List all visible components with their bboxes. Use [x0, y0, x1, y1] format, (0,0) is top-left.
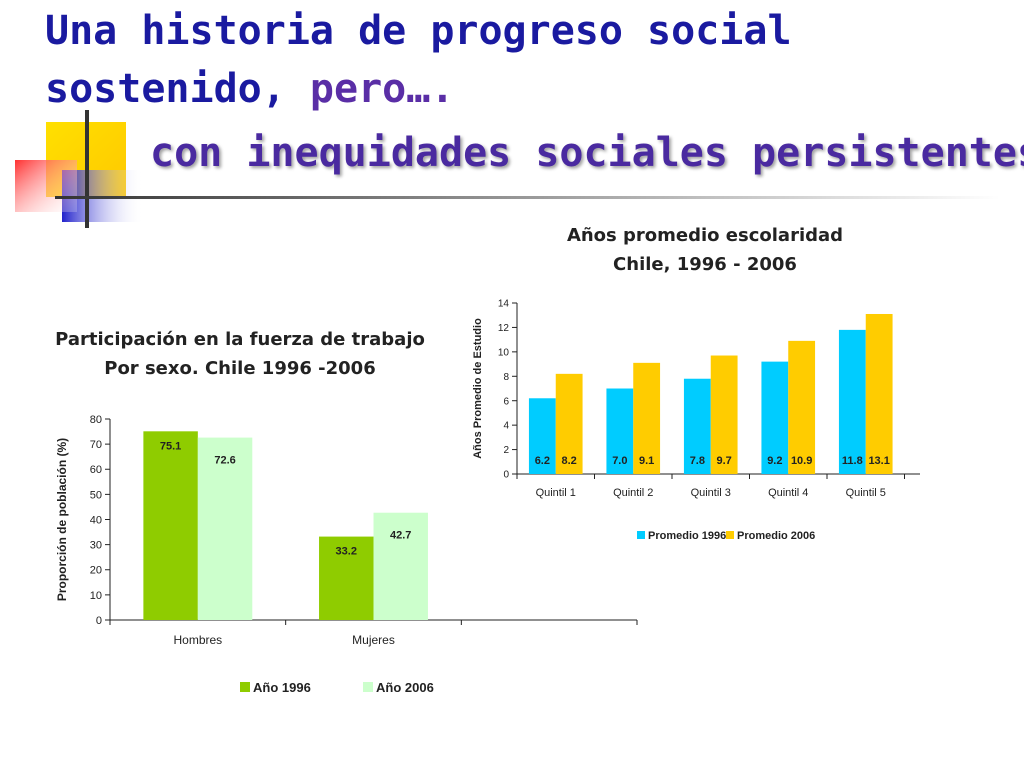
chart2-data-label: 11.8 — [842, 455, 863, 467]
chart2-data-label: 6.2 — [535, 455, 550, 467]
chart2-y-tick-label: 4 — [503, 421, 509, 432]
chart1-legend-swatch — [240, 682, 250, 692]
chart2-data-label: 9.1 — [639, 455, 654, 467]
chart2-bar — [633, 362, 661, 474]
chart2-data-label: 8.2 — [562, 455, 577, 467]
chart2-y-tick-label: 10 — [498, 347, 510, 358]
chart2-bar — [761, 361, 789, 474]
chart2-bar — [528, 398, 556, 474]
slide-title-sostenido: sostenido, — [45, 66, 286, 112]
chart2-category-label: Quintil 3 — [691, 487, 731, 499]
chart2-category-label: Quintil 1 — [536, 487, 576, 499]
chart2-data-label: 7.8 — [690, 455, 705, 467]
chart2-bar — [606, 388, 634, 474]
chart2-bar — [555, 373, 583, 474]
chart2-bar — [865, 313, 893, 474]
chart2-y-tick-label: 12 — [498, 323, 510, 334]
chart1-title-line-1: Participación en la fuerza de trabajo — [55, 329, 425, 350]
chart1-y-tick-label: 20 — [90, 565, 102, 577]
chart2-legend-swatch — [726, 531, 734, 539]
chart1-legend-label: Año 1996 — [253, 680, 311, 695]
chart2-y-tick-label: 2 — [503, 445, 509, 456]
chart2-data-label: 9.2 — [767, 455, 782, 467]
chart1-data-label: 33.2 — [336, 546, 357, 558]
chart2-y-tick-label: 0 — [503, 470, 509, 481]
decorative-squares — [15, 110, 1000, 228]
chart2-y-axis-label: Años Promedio de Estudio — [472, 318, 484, 459]
chart1-bar — [197, 437, 253, 620]
chart1-legend-swatch — [363, 682, 373, 692]
chart2-y-tick-label: 14 — [498, 299, 510, 310]
chart2-data-label: 10.9 — [791, 455, 812, 467]
chart1-y-tick-label: 40 — [90, 514, 102, 526]
chart1-y-axis-label: Proporción de población (%) — [55, 438, 69, 601]
chart1-y-tick-label: 60 — [90, 464, 102, 476]
chart1-title: Participación en la fuerza de trabajo Po… — [40, 325, 440, 383]
chart1-data-label: 72.6 — [214, 455, 235, 467]
schooling-chart: 0 2 4 6 8 10 12 14 Años Promedio de Estudio Quint… — [472, 299, 920, 542]
chart1-y-tick-label: 80 — [90, 414, 102, 426]
chart2-category-label: Quintil 2 — [613, 487, 653, 499]
slide-subtitle: con inequidades sociales persistentes — [150, 130, 1024, 176]
chart2-legend-label: Promedio 1996 — [648, 530, 726, 542]
chart2-data-label: 9.7 — [717, 455, 732, 467]
chart2-legend-label: Promedio 2006 — [737, 530, 815, 542]
chart1-bar — [373, 512, 428, 620]
chart2-y-tick-label: 6 — [503, 396, 509, 407]
chart2-title-line-1: Años promedio escolaridad — [566, 225, 844, 246]
chart2-title: Años promedio escolaridad Chile, 1996 - … — [540, 221, 870, 279]
chart2-title-line-2: Chile, 1996 - 2006 — [613, 254, 797, 275]
chart1-category-label: Hombres — [173, 633, 222, 647]
chart2-bar — [788, 340, 816, 474]
slide-title-line-2: sostenido, pero…. — [45, 66, 454, 112]
chart1-data-label: 42.7 — [390, 530, 411, 542]
chart2-bar — [710, 355, 738, 474]
slide-title-line-1: Una historia de progreso social — [45, 8, 792, 54]
chart1-y-tick-label: 50 — [90, 489, 102, 501]
chart1-y-tick-label: 0 — [96, 615, 102, 627]
chart1-bar — [319, 536, 374, 620]
chart1-bar — [143, 431, 198, 620]
slide-title-pero: pero…. — [309, 66, 455, 112]
chart1-title-line-2: Por sexo. Chile 1996 -2006 — [104, 358, 376, 379]
chart2-category-label: Quintil 5 — [846, 487, 886, 499]
chart2-category-label: Quintil 4 — [768, 487, 808, 499]
chart1-legend-label: Año 2006 — [376, 680, 434, 695]
chart2-y-tick-label: 8 — [503, 372, 509, 383]
chart2-bar — [683, 378, 711, 474]
chart2-data-label: 13.1 — [868, 455, 889, 467]
chart2-legend-swatch — [637, 531, 645, 539]
chart1-y-tick-label: 30 — [90, 540, 102, 552]
chart1-category-label: Mujeres — [352, 633, 395, 647]
chart2-data-label: 7.0 — [612, 455, 627, 467]
chart1-data-label: 75.1 — [160, 440, 181, 452]
chart1-y-tick-label: 10 — [90, 590, 102, 602]
chart2-bar — [838, 329, 866, 474]
chart1-y-tick-label: 70 — [90, 439, 102, 451]
